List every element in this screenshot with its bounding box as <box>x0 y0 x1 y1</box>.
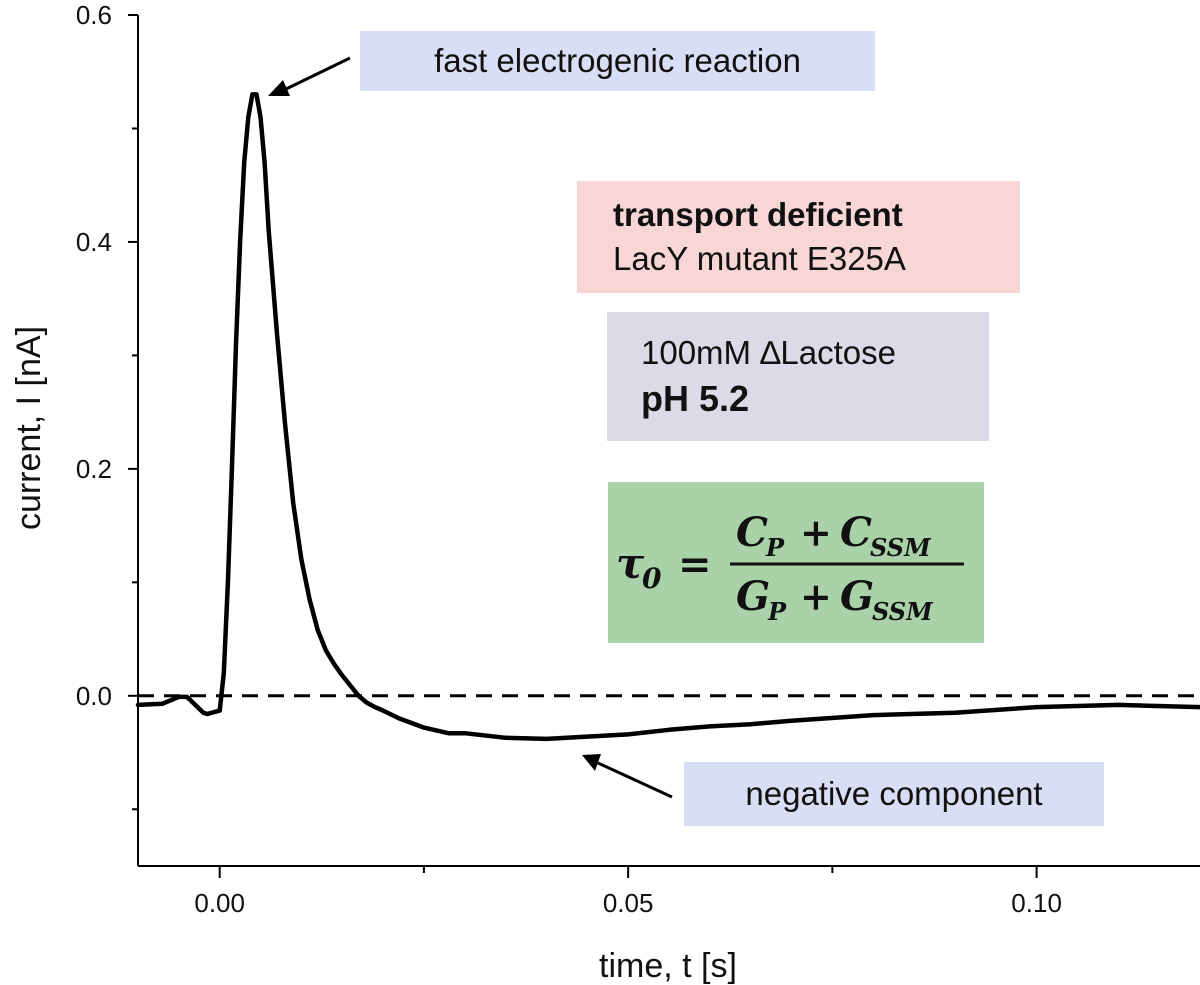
y-tick-label: 0.2 <box>76 454 112 484</box>
y-tick-label: 0.6 <box>76 0 112 30</box>
formula: τ 0 = C P + C SSM G P + G SSM <box>616 509 964 626</box>
negative-component-text: negative component <box>745 775 1043 812</box>
y-tick-label: 0.4 <box>76 227 112 257</box>
current-trace-line <box>135 92 1200 742</box>
formula-num-c-sub: P <box>765 533 785 562</box>
x-tick-label: 0.00 <box>194 888 245 918</box>
formula-den-g: G <box>736 573 770 620</box>
trace-layer <box>135 92 1200 742</box>
annotation-arrows <box>268 56 673 799</box>
x-tick-label: 0.10 <box>1011 888 1062 918</box>
formula-num-c: C <box>736 509 768 556</box>
formula-tau: τ <box>616 539 645 588</box>
ph-text: pH 5.2 <box>641 378 750 419</box>
formula-den-g-sub: P <box>767 597 787 626</box>
condition-box: 100mM ∆Lactose pH 5.2 <box>607 312 989 441</box>
formula-num-plus: + <box>800 510 832 555</box>
mutant-name: LacY mutant E325A <box>613 240 906 277</box>
formula-den-plus: + <box>800 574 832 619</box>
arrow-negative-component <box>597 761 673 799</box>
axes-layer <box>137 15 1200 867</box>
arrow-fast-reaction <box>283 56 351 92</box>
x-tick-label: 0.05 <box>603 888 654 918</box>
fast-reaction-text: fast electrogenic reaction <box>434 42 801 79</box>
formula-num-cssm-sub: SSM <box>870 533 932 562</box>
y-axis-title: current, I [nA] <box>10 326 48 530</box>
formula-num-cssm: C <box>840 509 872 556</box>
formula-den-gssm-sub: SSM <box>872 597 934 626</box>
formula-box: τ 0 = C P + C SSM G P + G SSM <box>608 482 984 643</box>
x-axis-title: time, t [s] <box>599 947 737 985</box>
concentration-text: 100mM ∆Lactose <box>641 334 896 371</box>
formula-den-gssm: G <box>840 573 874 620</box>
y-tick-label: 0.0 <box>76 681 112 711</box>
ticks-layer: 0.0 0.2 0.4 0.6 0.00 0.05 0.10 <box>76 0 1062 918</box>
formula-equals: = <box>678 541 712 588</box>
arrow-fast-reaction-head <box>268 80 290 96</box>
mutant-box: transport deficient LacY mutant E325A <box>577 181 1020 293</box>
arrow-negative-component-head <box>582 754 601 771</box>
negative-component-label: negative component <box>684 762 1104 826</box>
mutant-title: transport deficient <box>613 196 903 233</box>
fast-reaction-label: fast electrogenic reaction <box>360 31 875 91</box>
formula-tau-sub: 0 <box>642 562 662 595</box>
